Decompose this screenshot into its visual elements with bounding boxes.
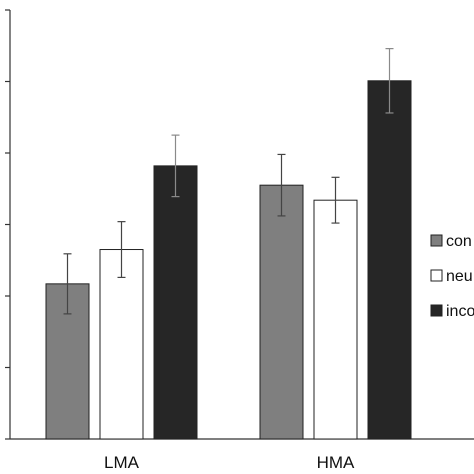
- legend-label-neu: neu: [446, 268, 473, 285]
- category-label-lma: LMA: [104, 453, 140, 472]
- bars: [45, 80, 412, 440]
- bar-lma-neu: [99, 249, 144, 440]
- error-bars: [63, 48, 394, 315]
- legend-label-con: con: [446, 233, 472, 250]
- category-labels: LMA HMA: [104, 453, 355, 472]
- bar-hma-neu: [313, 199, 358, 440]
- category-label-hma: HMA: [317, 453, 355, 472]
- legend: con neu inco: [430, 233, 474, 320]
- bar-hma-inco: [367, 80, 412, 440]
- legend-swatch-neu: [430, 269, 443, 282]
- legend-swatch-con: [430, 234, 443, 247]
- bar-hma-con: [259, 184, 304, 440]
- legend-label-inco: inco: [446, 303, 474, 320]
- legend-swatch-inco: [430, 304, 443, 317]
- bar-lma-inco: [153, 165, 198, 440]
